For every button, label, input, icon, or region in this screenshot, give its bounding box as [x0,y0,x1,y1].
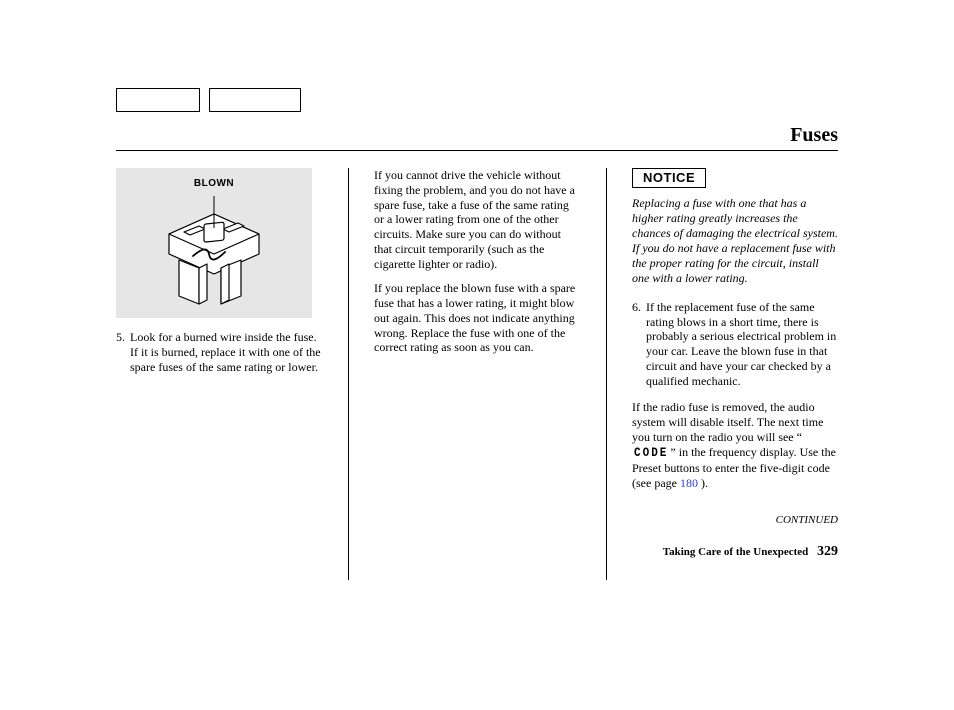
step-5-number: 5. [116,330,130,374]
header-box-2 [209,88,301,112]
header-placeholder-boxes [116,88,301,112]
radio-fuse-paragraph: If the radio fuse is removed, the audio … [632,400,838,490]
footer-page-number: 329 [817,544,838,559]
step-5: 5. Look for a burned wire inside the fus… [116,330,322,374]
fuse-figure: BLOWN [116,168,312,318]
col2-para-2: If you replace the blown fuse with a spa… [374,281,580,355]
notice-text: Replacing a fuse with one that has a hig… [632,196,838,286]
page-footer: Taking Care of the Unexpected 329 [663,544,838,560]
figure-label: BLOWN [116,178,312,190]
column-2: If you cannot drive the vehicle without … [374,168,580,580]
header-box-1 [116,88,200,112]
column-divider-2 [606,168,607,580]
content-columns: BLOWN [116,168,838,580]
notice-label-box: NOTICE [632,168,706,188]
step-6-text: If the replacement fuse of the same rati… [646,300,838,389]
column-1: BLOWN [116,168,322,580]
page-title: Fuses [790,124,838,147]
radio-text-c: ). [698,476,708,490]
col2-para-1: If you cannot drive the vehicle without … [374,168,580,271]
page: Fuses BLOWN [0,0,954,710]
title-rule [116,150,838,151]
step-6-number: 6. [632,300,646,389]
radio-text-a: If the radio fuse is removed, the audio … [632,400,823,444]
code-display-glyph: CODE [632,446,670,462]
step-6: 6. If the replacement fuse of the same r… [632,300,838,389]
column-divider-1 [348,168,349,580]
step-5-text: Look for a burned wire inside the fuse. … [130,330,322,374]
fuse-illustration [149,196,279,311]
page-reference-link[interactable]: 180 [680,476,698,490]
footer-section-title: Taking Care of the Unexpected [663,546,808,558]
continued-label: CONTINUED [776,514,838,526]
